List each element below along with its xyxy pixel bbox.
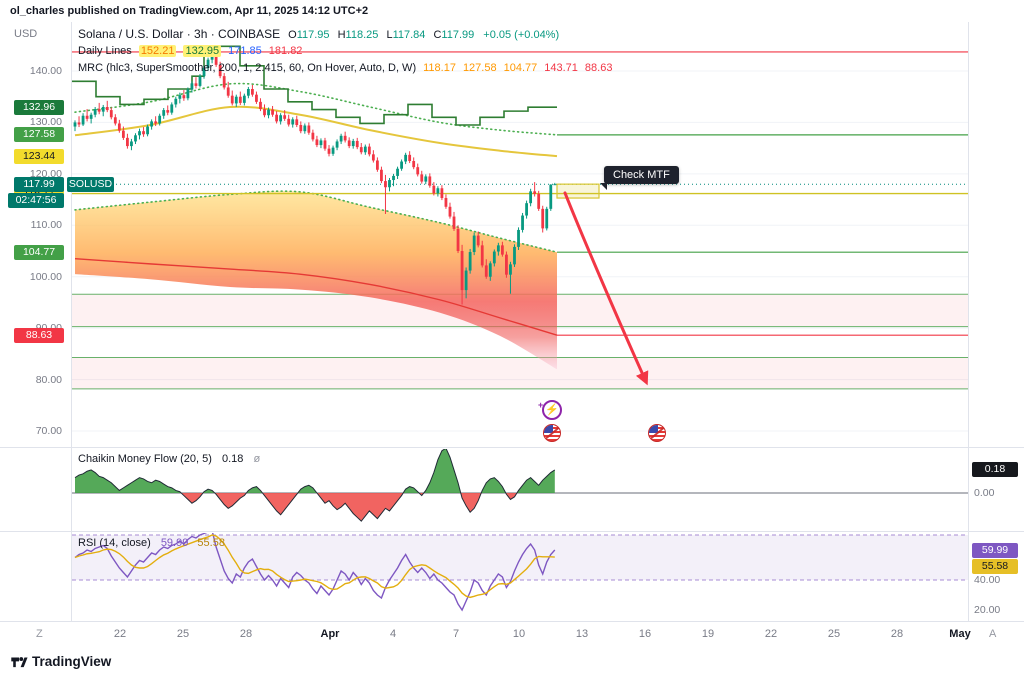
value-axis-right[interactable]: 0.18 0.00 59.99 55.58 40.00 20.00 (968, 22, 1024, 621)
mrc-upper-inner (74, 82, 558, 136)
time-axis-label: 4 (389, 628, 397, 640)
support-zone (72, 357, 968, 389)
mrc-lower-outer (74, 258, 558, 336)
time-axis-edge-right: A (989, 628, 997, 640)
symbol-label-badge: SOLUSD (67, 176, 114, 192)
price-tick-label: 140.00 (29, 65, 62, 77)
countdown-badge: 02:47:56 (8, 193, 64, 209)
flag-canton (544, 425, 553, 433)
rsi-tick-label: 20.00 (974, 604, 1001, 616)
tradingview-wordmark[interactable]: TradingView (32, 654, 112, 669)
rsi-line (74, 533, 556, 612)
time-axis-label: 25 (176, 628, 190, 640)
legend-value: 127.58 (462, 62, 497, 74)
cmf-panel[interactable] (72, 448, 968, 522)
price-level-badge: 127.58 (14, 127, 64, 143)
lightning-marker-icon[interactable]: ⚡ + (538, 400, 562, 420)
symbol-title: Solana / U.S. Dollar · 3h · COINBASE (78, 27, 281, 41)
cmf-value-badge: 0.18 (972, 462, 1018, 478)
time-axis-label: 28 (890, 628, 904, 640)
legend-daily-lines-row[interactable]: Daily Lines 152.21 132.95 171.85 181.82 (78, 45, 303, 57)
rsi-ma-line (74, 534, 555, 599)
change-value: +0.05 (+0.04%) (483, 29, 560, 41)
cmf-zero-label: 0.00 (974, 487, 995, 499)
footer: TradingView (0, 648, 1024, 676)
cmf-mute-icon[interactable]: ø (253, 453, 261, 465)
price-tick-label: 80.00 (35, 373, 62, 386)
legend-value: 171.85 (228, 45, 262, 57)
time-axis-edge-left: Z (36, 628, 43, 640)
time-axis-label: 22 (113, 628, 127, 640)
time-axis-label: 22 (764, 628, 778, 640)
legend-rsi-row[interactable]: RSI (14, close) 59.99 55.58 (78, 537, 225, 549)
plus-icon: + (538, 400, 544, 410)
legend-symbol-row[interactable]: Solana / U.S. Dollar · 3h · COINBASE O11… (78, 27, 560, 41)
flag-canton (649, 425, 658, 433)
mrc-lower-inner (74, 190, 558, 253)
price-tick-label: 70.00 (35, 425, 62, 438)
price-level-badge: 132.96 (14, 99, 64, 115)
projection-box[interactable] (556, 183, 600, 199)
time-axis-label: 10 (512, 628, 526, 640)
legend-value: 181.82 (268, 45, 303, 57)
rsi-ma-badge: 55.58 (972, 558, 1018, 574)
tooltip-tail (600, 183, 607, 190)
time-axis-label: 16 (638, 628, 652, 640)
legend-value: 104.77 (503, 62, 538, 74)
legend-value: 152.21 (138, 45, 177, 57)
rsi-current-value: 59.99 (160, 537, 189, 549)
price-tick-label: 130.00 (29, 116, 62, 129)
candles (73, 48, 557, 305)
time-axis[interactable]: Z A 22 25 28 Apr 4 7 10 13 16 19 22 25 28 May (0, 621, 1024, 649)
legend-value: 118.17 (423, 62, 456, 74)
rsi-ma-value: 55.58 (197, 537, 225, 549)
us-flag-event-icon[interactable] (543, 424, 561, 442)
time-axis-label: 7 (452, 628, 460, 640)
price-axis-unit: USD (14, 28, 38, 40)
mrc-band (75, 191, 557, 370)
rsi-band-fill (72, 535, 968, 580)
price-tick-label: 110.00 (30, 219, 62, 232)
time-axis-label: 13 (575, 628, 589, 640)
time-axis-label: 25 (827, 628, 841, 640)
publish-info: ol_charles published on TradingView.com,… (0, 0, 1024, 22)
price-level-badge: 104.77 (14, 244, 64, 260)
cmf-negative-area (75, 493, 555, 522)
time-axis-label: May (949, 628, 971, 640)
check-mtf-tooltip: Check MTF (600, 166, 679, 190)
rsi-tick-label: 40.00 (974, 574, 1001, 586)
last-price-badge: 117.99 (14, 176, 64, 192)
legend-block: Solana / U.S. Dollar · 3h · COINBASE O11… (78, 26, 612, 77)
price-tick-label: 100.00 (29, 270, 62, 283)
us-flag-event-icon[interactable] (648, 424, 666, 442)
cmf-positive-area (75, 449, 555, 493)
legend-value: 88.63 (584, 62, 613, 74)
cmf-current-value: 0.18 (221, 453, 244, 465)
legend-mrc-row[interactable]: MRC (hlc3, SuperSmoother, 200, 1, 2.415,… (78, 62, 613, 74)
rsi-value-badge: 59.99 (972, 542, 1018, 558)
price-axis-left[interactable]: USD 140.00130.00120.00110.00100.0090.008… (0, 22, 114, 621)
daily-lines-step (72, 45, 557, 126)
rsi-panel[interactable] (72, 531, 968, 612)
price-level-badge: 123.44 (14, 148, 64, 164)
cmf-line (74, 449, 556, 522)
tradingview-logo-icon[interactable] (10, 653, 28, 676)
main-panel[interactable] (72, 45, 968, 432)
legend-value: 132.95 (183, 45, 222, 57)
time-axis-label: 19 (701, 628, 715, 640)
time-axis-label: 28 (239, 628, 253, 640)
legend-value: 143.71 (544, 62, 578, 74)
price-level-badge: 88.63 (14, 327, 64, 343)
time-axis-label: Apr (320, 628, 340, 640)
legend-cmf-row[interactable]: Chaikin Money Flow (20, 5) 0.18 ø (78, 453, 261, 465)
bearish-arrow[interactable] (563, 191, 649, 386)
